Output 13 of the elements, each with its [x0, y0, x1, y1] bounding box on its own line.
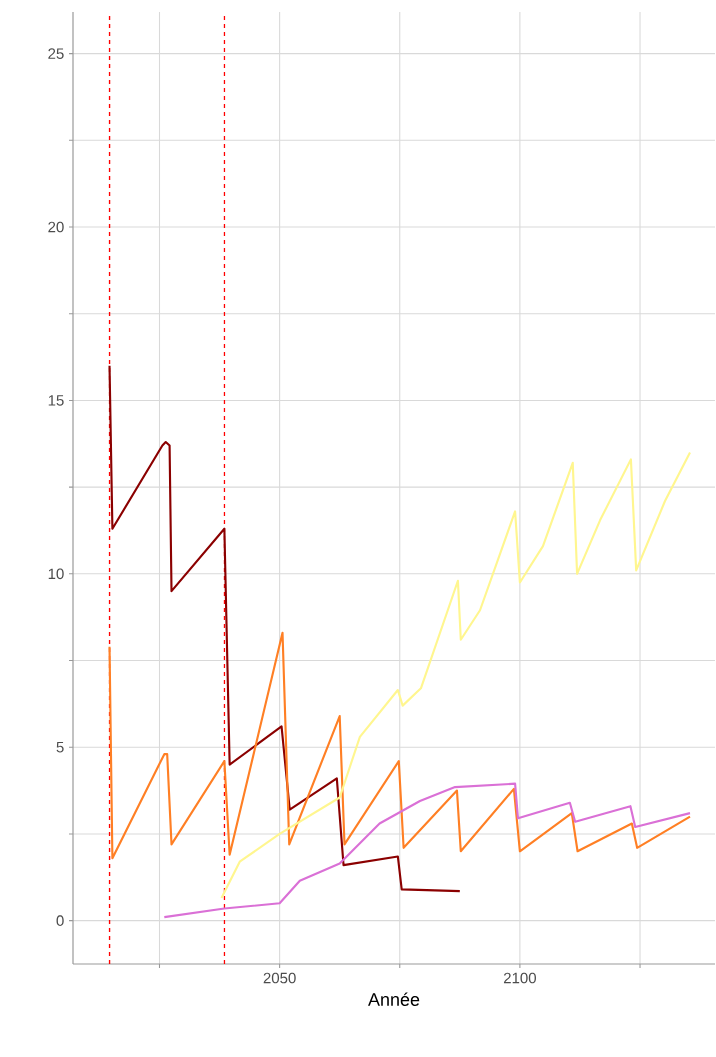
- x-tick-label: 2050: [263, 972, 296, 984]
- x-tick-label: 2100: [504, 972, 537, 984]
- line-series: [108, 631, 692, 860]
- line-series: [108, 364, 462, 893]
- line-series: [163, 782, 692, 919]
- y-tick-label: 0: [56, 915, 64, 926]
- y-tick-label: 20: [48, 221, 64, 233]
- y-tick-label: 5: [56, 742, 64, 753]
- y-tick-label: 15: [48, 395, 64, 406]
- x-axis-title: Année: [368, 992, 420, 1006]
- y-tick-label: 25: [48, 48, 64, 59]
- line-series: [220, 451, 692, 900]
- y-tick-label: 10: [48, 568, 64, 580]
